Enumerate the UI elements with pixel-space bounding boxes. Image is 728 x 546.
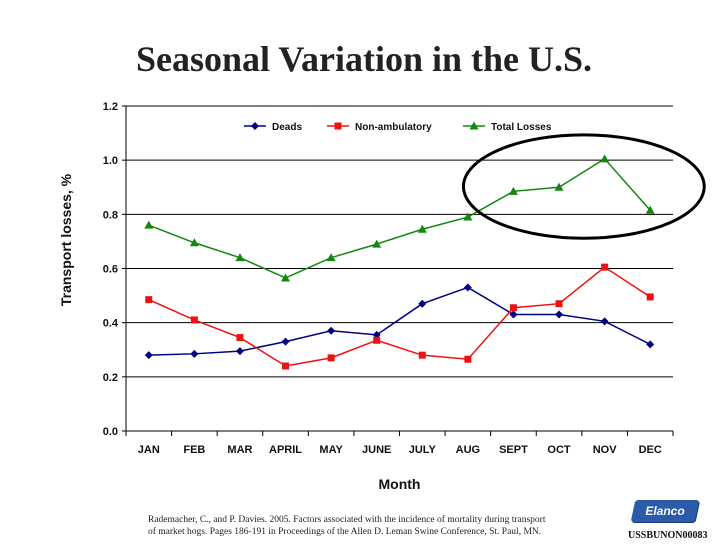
data-point-deads <box>555 310 564 319</box>
y-tick-label: 0.4 <box>103 318 119 330</box>
data-point-deads <box>463 283 472 292</box>
x-tick-label: JAN <box>138 444 160 456</box>
x-tick-label: FEB <box>183 444 205 456</box>
data-point-total-losses <box>645 205 655 214</box>
legend-marker-total-losses <box>469 121 479 130</box>
data-point-deads <box>190 349 199 358</box>
legend: Deads Non-ambulatory Total Losses <box>244 121 552 133</box>
y-tick-label: 0.2 <box>103 372 118 384</box>
x-tick-label: OCT <box>547 444 571 456</box>
series-line-deads <box>148 286 651 356</box>
series-line-total-losses <box>148 157 651 279</box>
data-point-non-ambulatory <box>555 300 563 308</box>
x-tick-label: AUG <box>456 444 480 456</box>
data-point-total-losses <box>326 253 336 262</box>
data-point-non-ambulatory <box>464 355 472 363</box>
series-line-non-ambulatory <box>148 266 651 367</box>
data-point-total-losses <box>281 273 291 282</box>
x-tick-label: JUNE <box>362 444 391 456</box>
y-tick-label: 1.2 <box>103 101 118 113</box>
data-point-deads <box>600 317 609 326</box>
legend-label-total-losses: Total Losses <box>491 122 552 133</box>
data-point-total-losses <box>463 212 473 221</box>
x-tick-label: DEC <box>639 444 662 456</box>
elanco-logo: Elanco <box>630 500 700 522</box>
legend-marker-deads <box>251 122 259 130</box>
data-point-non-ambulatory <box>327 354 335 362</box>
document-id: USSBUNON00083 <box>628 530 708 541</box>
x-tick-label: SEPT <box>499 444 528 456</box>
citation-line-1: Rademacher, C., and P. Davies. 2005. Fac… <box>148 515 546 525</box>
y-tick-label: 0.8 <box>103 209 118 221</box>
data-point-deads <box>144 351 153 360</box>
x-tick-label: APRIL <box>269 444 302 456</box>
data-point-non-ambulatory <box>373 336 381 344</box>
data-point-deads <box>327 326 336 335</box>
x-tick-label: NOV <box>593 444 618 456</box>
data-point-total-losses <box>600 154 610 163</box>
data-point-total-losses <box>144 220 154 229</box>
data-point-non-ambulatory <box>145 296 153 304</box>
gridlines <box>126 105 673 432</box>
page-title: Seasonal Variation in the U.S. <box>135 39 593 79</box>
x-tick-label: JULY <box>409 444 437 456</box>
x-tick-label: MAY <box>319 444 343 456</box>
highlight-ellipse <box>461 133 706 240</box>
data-point-non-ambulatory <box>509 304 517 312</box>
y-axis-title-box: Transport losses, % <box>6 140 116 340</box>
citation: Rademacher, C., and P. Davies. 2005. Fac… <box>148 514 608 538</box>
data-point-total-losses <box>189 238 199 247</box>
data-point-deads <box>281 337 290 346</box>
data-point-deads <box>418 299 427 308</box>
annotation-group <box>461 133 706 240</box>
data-point-total-losses <box>508 186 518 195</box>
y-tick-label: 0.6 <box>103 264 118 276</box>
x-axis-title: Month <box>378 476 421 492</box>
x-tick-label: MAR <box>227 444 252 456</box>
y-tick-label: 0.0 <box>103 426 118 438</box>
logo-text: Elanco <box>645 504 685 518</box>
legend-label-deads: Deads <box>272 122 302 133</box>
axes: 0.0 0.2 0.4 0.6 0.8 1.0 1.2 JAN FEB MAR APRIL MAY JU… <box>103 101 674 456</box>
data-point-non-ambulatory <box>601 263 609 271</box>
data-point-total-losses <box>554 182 564 191</box>
data-point-non-ambulatory <box>236 334 244 342</box>
series-group <box>144 154 655 370</box>
legend-marker-non-ambulatory <box>334 122 342 130</box>
data-point-deads <box>646 340 655 349</box>
data-point-total-losses <box>417 224 427 233</box>
data-point-non-ambulatory <box>646 293 654 301</box>
data-point-deads <box>235 347 244 356</box>
data-point-total-losses <box>372 239 382 248</box>
data-point-non-ambulatory <box>418 351 426 359</box>
data-point-total-losses <box>235 253 245 262</box>
y-axis-title: Transport losses, % <box>58 173 74 307</box>
citation-line-2: of market hogs. Pages 186-191 in Proceed… <box>148 527 542 537</box>
data-point-non-ambulatory <box>190 316 198 324</box>
data-point-deads <box>509 310 518 319</box>
data-point-non-ambulatory <box>282 362 290 370</box>
legend-label-non-ambulatory: Non-ambulatory <box>355 122 432 133</box>
y-tick-label: 1.0 <box>103 155 118 167</box>
